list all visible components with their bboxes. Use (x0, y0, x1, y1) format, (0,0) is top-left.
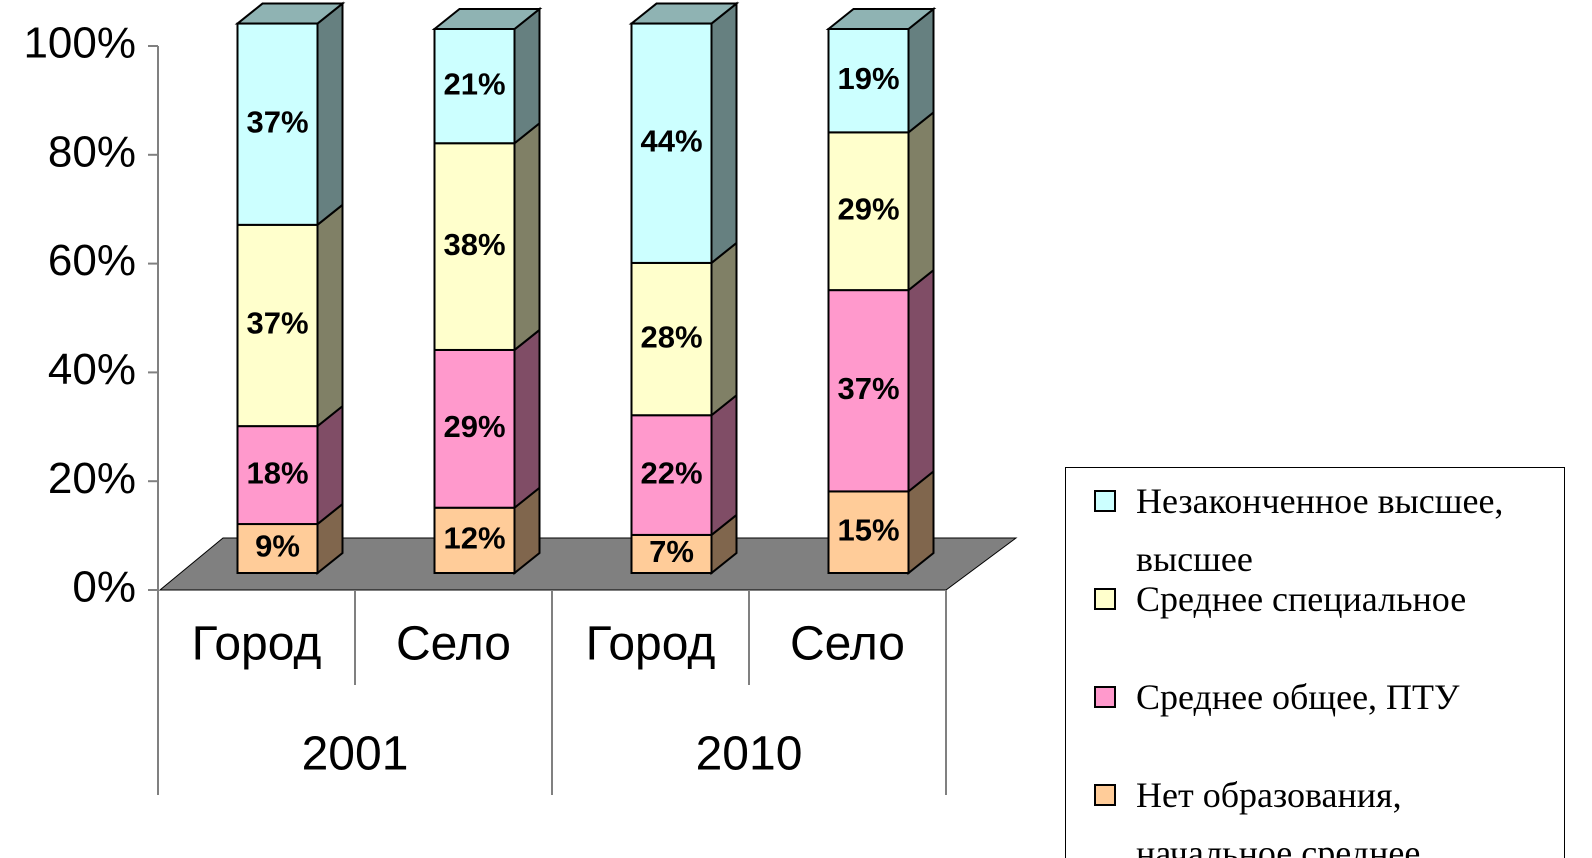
bar-top (628, 2, 740, 25)
bar-side (513, 121, 541, 353)
bar-side (907, 6, 935, 135)
x-tick-label: Село (396, 618, 511, 671)
x-tick-label: Город (192, 618, 322, 671)
bar-segment (827, 289, 910, 493)
legend-entry: Среднее специальное (1066, 566, 1564, 664)
bar-side (907, 110, 935, 293)
legend-swatch (1094, 686, 1116, 708)
bar-side (513, 6, 541, 146)
y-tick-label: 80% (48, 127, 136, 176)
bar-side (513, 327, 541, 510)
y-tick-label: 20% (48, 454, 136, 503)
data-label: 37% (837, 371, 899, 406)
x-group-label: 2001 (302, 728, 409, 781)
data-label: 37% (246, 104, 308, 139)
bar-segment (630, 533, 713, 574)
data-label: 18% (246, 455, 308, 490)
data-label: 37% (246, 306, 308, 341)
bar-segment (433, 506, 516, 574)
legend-swatch (1094, 588, 1116, 610)
legend-label: Нет образования, начальное среднее (1136, 775, 1421, 858)
data-label: 7% (649, 534, 694, 569)
floor (158, 537, 1018, 591)
bar-side (710, 240, 738, 418)
data-label: 44% (640, 123, 702, 158)
y-tick-label: 60% (48, 236, 136, 285)
legend-swatch (1094, 490, 1116, 512)
y-tick-label: 40% (48, 345, 136, 394)
legend-entry: Нет образования, начальное среднее (1066, 762, 1564, 858)
x-group-label: 2010 (696, 728, 803, 781)
bar-segment (827, 28, 910, 134)
bar-segment (630, 261, 713, 417)
y-tick-label: 100% (23, 19, 136, 68)
bar-segment (433, 348, 516, 509)
bar-segment (630, 414, 713, 536)
legend-entry: Незаконченное высшее, высшее (1066, 468, 1564, 579)
legend-label: Среднее общее, ПТУ (1136, 677, 1460, 717)
data-label: 9% (255, 529, 300, 564)
data-label: 12% (443, 521, 505, 556)
bar-side (316, 202, 344, 429)
bar-segment (827, 131, 910, 292)
bar-side (710, 393, 738, 538)
legend-label: Среднее специальное (1136, 579, 1467, 619)
data-label: 19% (837, 61, 899, 96)
data-label: 21% (443, 66, 505, 101)
data-label: 22% (640, 455, 702, 490)
data-label: 15% (837, 512, 899, 547)
y-tick-label: 0% (72, 563, 136, 612)
bar-segment (827, 490, 910, 574)
bar-side (316, 1, 344, 227)
bar-side (710, 1, 738, 266)
data-label: 29% (837, 191, 899, 226)
legend-label: Незаконченное высшее, высшее (1136, 481, 1504, 579)
legend-entry: Среднее общее, ПТУ (1066, 664, 1564, 762)
x-tick-label: Город (586, 618, 716, 671)
data-label: 38% (443, 227, 505, 262)
bar-segment (433, 142, 516, 351)
bar-top (431, 8, 543, 30)
legend: Незаконченное высшее, высшее Среднее спец… (1065, 467, 1565, 858)
bar-side (907, 268, 935, 494)
bar-top (825, 8, 937, 30)
bar-segment (236, 523, 319, 574)
data-label: 29% (443, 409, 505, 444)
bar-top (234, 2, 346, 25)
data-label: 28% (640, 319, 702, 354)
legend-swatch (1094, 784, 1116, 806)
x-tick-label: Село (790, 618, 905, 671)
